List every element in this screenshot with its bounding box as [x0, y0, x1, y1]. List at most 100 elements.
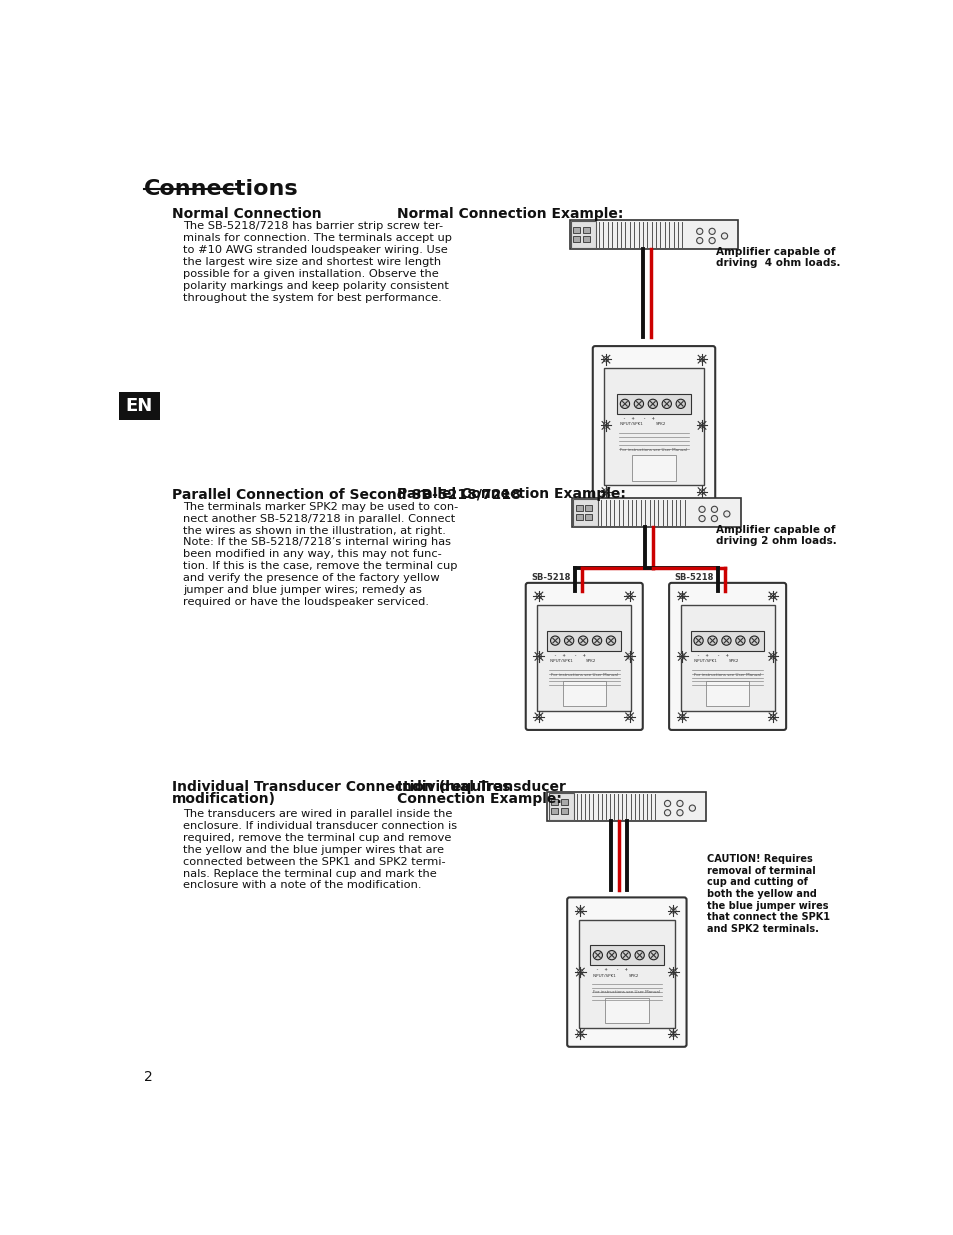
Text: tion. If this is the case, remove the terminal cup: tion. If this is the case, remove the te… [183, 561, 456, 572]
Circle shape [696, 237, 702, 243]
Circle shape [711, 506, 717, 513]
Text: -  +   -  +: - + - + [553, 653, 584, 658]
Circle shape [578, 1031, 582, 1036]
FancyBboxPatch shape [525, 583, 642, 730]
Circle shape [536, 593, 541, 599]
Text: and verify the presence of the factory yellow: and verify the presence of the factory y… [183, 573, 439, 583]
Bar [551, 799, 558, 805]
Circle shape [648, 951, 658, 960]
Circle shape [619, 399, 629, 409]
Text: minals for connection. The terminals accept up: minals for connection. The terminals acc… [183, 233, 452, 243]
Text: Individual Transducer: Individual Transducer [396, 779, 565, 794]
Text: Normal Connection Example:: Normal Connection Example: [396, 207, 622, 221]
Text: been modified in any way, this may not func-: been modified in any way, this may not f… [183, 550, 441, 559]
Circle shape [688, 805, 695, 811]
Text: INPUT/SPK1: INPUT/SPK1 [693, 659, 716, 663]
Text: EN: EN [126, 398, 152, 415]
Bar [582, 236, 589, 242]
Circle shape [769, 593, 775, 599]
Bar [582, 227, 589, 233]
Circle shape [707, 636, 717, 645]
Circle shape [699, 422, 704, 429]
Bar [705, 680, 748, 706]
Text: -  +   -  +: - + - + [622, 416, 655, 421]
Circle shape [723, 511, 729, 517]
Text: enclosure. If individual transducer connection is: enclosure. If individual transducer conn… [183, 821, 456, 831]
Text: Parallel Connection of Second SB-5218/7218: Parallel Connection of Second SB-5218/72… [172, 487, 520, 501]
Text: possible for a given installation. Observe the: possible for a given installation. Obser… [183, 269, 438, 279]
Text: For instructions see User Manual: For instructions see User Manual [593, 990, 659, 994]
Text: the wires as shown in the illustration, at right.: the wires as shown in the illustration, … [183, 526, 445, 536]
Circle shape [676, 810, 682, 816]
Circle shape [602, 357, 608, 362]
Circle shape [693, 636, 702, 645]
Text: SPK2: SPK2 [585, 659, 596, 663]
Text: required or have the loudspeaker serviced.: required or have the loudspeaker service… [183, 597, 428, 608]
Text: -  +   -  +: - + - + [697, 653, 728, 658]
Circle shape [536, 714, 541, 720]
Circle shape [769, 714, 775, 720]
Text: Connection Example:: Connection Example: [396, 792, 561, 806]
FancyBboxPatch shape [592, 346, 715, 505]
Text: Individual Transducer Connection (requires: Individual Transducer Connection (requir… [172, 779, 510, 794]
Text: polarity markings and keep polarity consistent: polarity markings and keep polarity cons… [183, 282, 448, 291]
Bar [571, 221, 596, 247]
Circle shape [578, 908, 582, 913]
Circle shape [699, 515, 704, 521]
Text: INPUT/SPK1: INPUT/SPK1 [618, 422, 642, 426]
Circle shape [769, 653, 775, 659]
Circle shape [708, 237, 715, 243]
Text: throughout the system for best performance.: throughout the system for best performan… [183, 293, 441, 303]
Circle shape [602, 422, 608, 429]
Text: to #10 AWG stranded loudspeaker wiring. Use: to #10 AWG stranded loudspeaker wiring. … [183, 246, 447, 256]
Circle shape [626, 714, 632, 720]
Bar [551, 808, 558, 814]
Text: SB-5218: SB-5218 [531, 573, 570, 582]
Circle shape [699, 357, 704, 362]
Circle shape [679, 714, 684, 720]
Bar [590, 945, 663, 966]
Text: For instructions see User Manual: For instructions see User Manual [619, 448, 687, 452]
Bar [617, 394, 690, 414]
Text: 2: 2 [144, 1070, 152, 1084]
Text: The transducers are wired in parallel inside the: The transducers are wired in parallel in… [183, 809, 452, 819]
Circle shape [602, 489, 608, 494]
Circle shape [661, 399, 671, 409]
Bar [560, 799, 567, 805]
Text: The terminals marker SPK2 may be used to con-: The terminals marker SPK2 may be used to… [183, 501, 457, 511]
Text: CAUTION! Requires
removal of terminal
cup and cutting of
both the yellow and
the: CAUTION! Requires removal of terminal cu… [706, 855, 829, 934]
Circle shape [720, 233, 727, 240]
Text: the largest wire size and shortest wire length: the largest wire size and shortest wire … [183, 257, 440, 267]
Bar [632, 456, 675, 480]
Circle shape [676, 800, 682, 806]
Text: SPK2: SPK2 [728, 659, 739, 663]
Circle shape [564, 636, 573, 645]
Bar [573, 499, 598, 526]
Text: INPUT/SPK1: INPUT/SPK1 [549, 659, 573, 663]
Circle shape [670, 908, 676, 913]
Circle shape [708, 228, 715, 235]
Text: nals. Replace the terminal cup and mark the: nals. Replace the terminal cup and mark … [183, 868, 436, 878]
Circle shape [620, 951, 630, 960]
Circle shape [578, 969, 582, 974]
Circle shape [536, 653, 541, 659]
Bar [584, 514, 592, 520]
Text: SPK2: SPK2 [655, 422, 665, 426]
Bar [584, 505, 592, 511]
Text: the yellow and the blue jumper wires that are: the yellow and the blue jumper wires tha… [183, 845, 443, 855]
Circle shape [699, 506, 704, 513]
Circle shape [664, 800, 670, 806]
Circle shape [550, 636, 559, 645]
Text: SPK2: SPK2 [628, 973, 639, 978]
Text: -  +   -  +: - + - + [596, 967, 627, 972]
Text: SB-5218: SB-5218 [674, 573, 713, 582]
Circle shape [696, 228, 702, 235]
Circle shape [647, 399, 657, 409]
Circle shape [679, 593, 684, 599]
Circle shape [670, 969, 676, 974]
Circle shape [664, 810, 670, 816]
FancyBboxPatch shape [547, 792, 705, 821]
Text: jumper and blue jumper wires; remedy as: jumper and blue jumper wires; remedy as [183, 585, 421, 595]
Circle shape [749, 636, 759, 645]
Circle shape [578, 636, 587, 645]
